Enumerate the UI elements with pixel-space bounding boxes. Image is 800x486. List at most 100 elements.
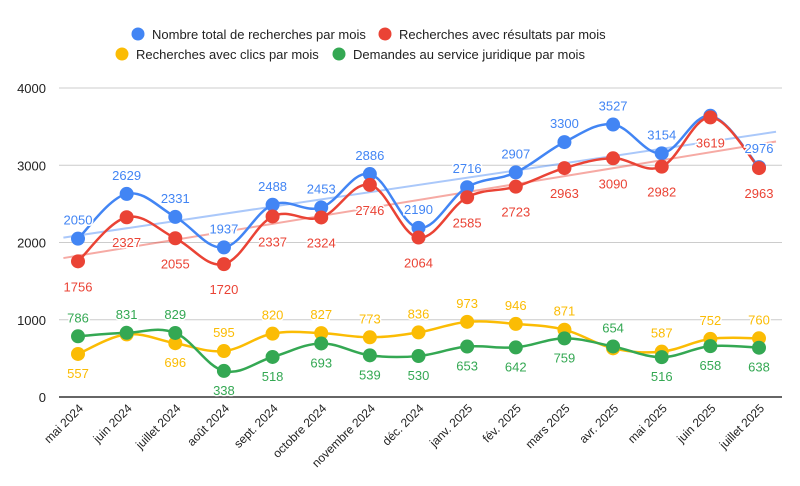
- series-3-data-label: 595: [213, 325, 235, 340]
- x-tick-label: juin 2024: [90, 401, 135, 446]
- y-axis-ticks: 0 1000 2000 3000 4000: [17, 81, 46, 405]
- series-4-data-label: 338: [213, 383, 235, 398]
- series-2-data-label: 2963: [745, 186, 774, 201]
- series-1-point: [216, 240, 231, 255]
- series-4-data-label: 518: [262, 369, 284, 384]
- x-tick-label: fév. 2025: [480, 401, 524, 445]
- legend-item: Nombre total de recherches par mois: [131, 27, 366, 42]
- y-tick-label: 1000: [17, 313, 46, 328]
- series-1-data-label: 3527: [599, 99, 628, 114]
- x-tick-label: août 2024: [184, 401, 232, 449]
- series-1-point: [460, 180, 475, 195]
- legend-label: Nombre total de recherches par mois: [152, 27, 366, 42]
- series-4-point: [71, 329, 85, 344]
- x-tick-label: juin 2025: [673, 401, 718, 446]
- series-3-data-label: 557: [67, 366, 89, 381]
- series-2-data-label: 2327: [112, 235, 141, 250]
- series-4-point: [703, 339, 718, 354]
- series-3-data-label: 820: [262, 308, 284, 323]
- series-3-point: [411, 325, 426, 340]
- series-3-data-label: 760: [748, 312, 770, 327]
- y-tick-label: 4000: [17, 81, 46, 96]
- series-2-point: [119, 210, 134, 225]
- series-1-point: [168, 209, 183, 224]
- series-1-point: [314, 200, 329, 215]
- series-3-data-label: 587: [651, 326, 673, 341]
- series-3-data-label: 836: [408, 306, 430, 321]
- series-2-data-label: 1756: [64, 279, 93, 294]
- series-1-data-label: 3300: [550, 116, 579, 131]
- series-4-data-label: 539: [359, 367, 381, 382]
- series-2-point: [752, 161, 766, 176]
- x-tick-label: sept. 2024: [231, 401, 281, 451]
- series-points: [71, 108, 766, 378]
- series-1-data-label: 2886: [355, 148, 384, 163]
- series-3-point: [314, 326, 329, 341]
- x-tick-label: déc. 2024: [379, 401, 426, 448]
- series-2-point: [703, 110, 718, 125]
- legend-swatch-icon: [131, 27, 145, 41]
- series-1-point: [362, 167, 377, 182]
- series-2-point: [71, 254, 85, 269]
- y-tick-label: 0: [39, 390, 46, 405]
- series-4-point: [752, 340, 766, 355]
- series-1-point: [606, 117, 621, 132]
- series-4-data-label: 759: [554, 350, 576, 365]
- series-2-point: [557, 161, 572, 176]
- series-2-data-label: 2723: [501, 205, 530, 220]
- series-3-point: [460, 314, 475, 329]
- series-1-data-label: 2453: [307, 182, 336, 197]
- x-tick-label: juillet 2025: [716, 401, 767, 452]
- series-2-point: [314, 210, 329, 225]
- series-4-point: [508, 340, 523, 355]
- x-tick-label: mai 2024: [41, 401, 86, 446]
- y-tick-label: 3000: [17, 158, 46, 173]
- series-3-point: [216, 344, 231, 359]
- series-2-point: [265, 209, 280, 224]
- series-2-point: [508, 179, 523, 194]
- series-4-data-label: 654: [602, 320, 624, 335]
- series-4-point: [119, 325, 134, 340]
- legend-item: Demandes au service juridique par mois: [332, 47, 585, 62]
- series-3-point: [508, 316, 523, 331]
- series-2-point: [411, 230, 426, 245]
- series-4-point: [460, 339, 475, 354]
- series-2-data-label: 2585: [453, 215, 482, 230]
- x-tick-label: mars 2025: [523, 401, 573, 451]
- series-2-data-label: 3619: [696, 135, 725, 150]
- series-1-data-label: 1937: [209, 221, 238, 236]
- series-3-data-label: 973: [456, 296, 478, 311]
- series-1-data-label: 2190: [404, 202, 433, 217]
- series-2-data-label: 2963: [550, 186, 579, 201]
- series-4-data-label: 786: [67, 310, 89, 325]
- legend-item: Recherches avec clics par mois: [115, 47, 319, 62]
- series-2-point: [606, 151, 621, 166]
- series-3-point: [71, 346, 85, 361]
- series-2-point: [216, 257, 231, 272]
- legend-item: Recherches avec résultats par mois: [378, 27, 606, 42]
- series-1-data-label: 2331: [161, 191, 190, 206]
- series-1-point: [119, 186, 134, 201]
- series-2-data-label: 2337: [258, 234, 287, 249]
- series-2-data-label: 3090: [599, 176, 628, 191]
- data-labels: 2050 2629 2331 1937 2488 2453 2886 2190 2716 2907…: [62, 97, 775, 399]
- legend-label: Recherches avec résultats par mois: [399, 27, 606, 42]
- series-4-point: [216, 363, 231, 378]
- series-4-point: [314, 336, 329, 351]
- series-4-point: [265, 349, 280, 364]
- series-1-data-label: 2488: [258, 179, 287, 194]
- series-4-point: [168, 325, 183, 340]
- y-tick-label: 2000: [17, 236, 46, 251]
- series-3-data-label: 696: [164, 355, 186, 370]
- series-1-data-label: 3154: [647, 127, 676, 142]
- series-4-data-label: 831: [116, 307, 138, 322]
- legend-label: Demandes au service juridique par mois: [353, 47, 585, 62]
- x-tick-label: mai 2025: [625, 401, 670, 446]
- legend-swatch-icon: [332, 47, 346, 61]
- series-1-data-label: 2716: [453, 161, 482, 176]
- series-4-point: [557, 331, 572, 346]
- series-1-point: [557, 135, 572, 150]
- series-1-data-label: 2050: [64, 213, 93, 228]
- x-tick-label: avr. 2025: [576, 401, 621, 446]
